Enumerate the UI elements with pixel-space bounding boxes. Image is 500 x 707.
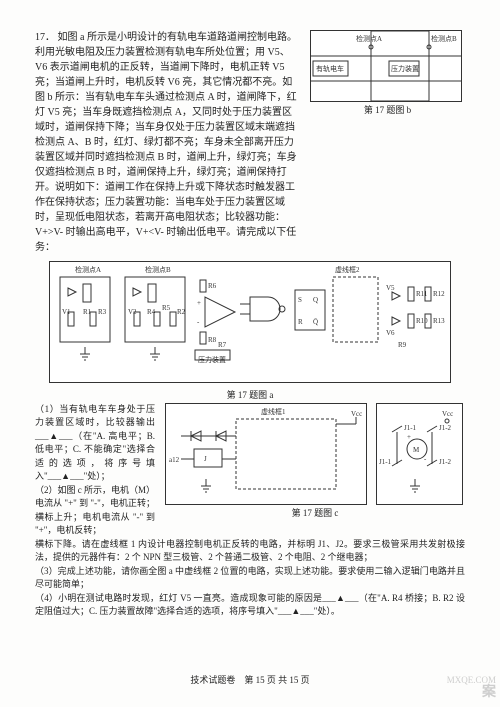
- sub-questions: （1）当有轨电车车身处于压力装置区域时，比较器输出___▲___（在"A. 高电…: [35, 403, 465, 538]
- sub-4: （4）小明在测试电路时发现，红灯 V5 一直亮。造成现象可能的原因是___▲__…: [35, 592, 465, 619]
- svg-text:V6: V6: [386, 329, 395, 337]
- figure-c: 虚线框1 Vcc a12 J: [165, 403, 367, 505]
- svg-text:S: S: [298, 296, 302, 304]
- svg-text:R12: R12: [433, 290, 445, 298]
- svg-text:J1-1: J1-1: [404, 424, 417, 432]
- svg-text:J1-2: J1-2: [439, 424, 452, 432]
- q-number: 17．: [35, 30, 55, 45]
- figure-c-wrap: 虚线框1 Vcc a12 J: [165, 403, 465, 538]
- svg-text:检测点B: 检测点B: [431, 34, 457, 43]
- figa-caption: 第 17 题图 a: [35, 389, 465, 403]
- svg-text:R11: R11: [416, 290, 428, 298]
- svg-text:Vcc: Vcc: [351, 410, 362, 418]
- svg-text:Q̄: Q̄: [313, 318, 318, 326]
- svg-text:R: R: [298, 318, 303, 326]
- page-footer: 技术试题卷 第 15 页 共 15 页: [0, 674, 500, 688]
- svg-text:R13: R13: [433, 317, 445, 325]
- svg-text:-: -: [197, 318, 200, 326]
- figure-b-wrap: 有轨电车 压力装置 检测点A 检测点B 第 17 题图 b: [310, 30, 465, 255]
- svg-text:J: J: [204, 455, 207, 463]
- svg-text:Vcc: Vcc: [442, 410, 453, 418]
- svg-text:V5: V5: [386, 284, 395, 292]
- svg-text:+: +: [407, 433, 411, 441]
- svg-text:检测点A: 检测点A: [356, 34, 382, 43]
- svg-text:R9: R9: [398, 341, 407, 349]
- svg-text:M: M: [413, 446, 420, 454]
- sub-1: （1）当有轨电车车身处于压力装置区域时，比较器输出___▲___（在"A. 高电…: [35, 403, 155, 484]
- svg-text:J1-2: J1-2: [439, 458, 452, 466]
- sub-2b: 横标下降。请在虚线框 1 内设计电器控制电机正反转的电路，并标明 J1、J2。要…: [35, 538, 465, 565]
- svg-text:压力装置: 压力装置: [391, 64, 419, 73]
- corner-mark: 案: [482, 682, 496, 703]
- svg-text:虚线框1: 虚线框1: [261, 407, 286, 416]
- svg-text:检测点A: 检测点A: [75, 265, 101, 274]
- sub-2: （2）如图 c 所示，电机（M）电流从 "+" 到 "-"，电机正转；横标上升；…: [35, 484, 155, 538]
- svg-text:R7: R7: [218, 341, 227, 349]
- figure-d: Vcc J1-1 J1-2 J1-1 J1-2 M + -: [376, 403, 463, 505]
- q-text: 如图 a 所示是小明设计的有轨电车道路道闸控制电路。利用光敏电阻及压力装置检测有…: [35, 32, 297, 253]
- svg-text:R5: R5: [162, 304, 171, 312]
- svg-text:有轨电车: 有轨电车: [316, 64, 344, 73]
- svg-text:Q: Q: [313, 296, 318, 304]
- figure-b: 有轨电车 压力装置 检测点A 检测点B: [310, 30, 462, 102]
- svg-text:R2: R2: [177, 308, 186, 316]
- q17-header: 17． 如图 a 所示是小明设计的有轨电车道路道闸控制电路。利用光敏电阻及压力装…: [35, 30, 465, 255]
- svg-text:检测点B: 检测点B: [145, 265, 171, 274]
- figb-caption: 第 17 题图 b: [310, 104, 465, 118]
- figure-a: 检测点A 检测点B 虚线框2 V1 R1 R3 V2 R4 R5 R2 + - …: [49, 261, 451, 383]
- figc-caption: 第 17 题图 c: [165, 507, 465, 521]
- svg-text:R3: R3: [98, 308, 107, 316]
- svg-text:R8: R8: [208, 336, 217, 344]
- sub-3: （3）完成上述功能，请你画全图 a 中虚线框 2 位置的电路，实现上述功能。要求…: [35, 565, 465, 592]
- svg-text:a12: a12: [169, 456, 180, 464]
- svg-text:虚线框2: 虚线框2: [335, 265, 360, 274]
- svg-text:R10: R10: [416, 317, 428, 325]
- svg-text:+: +: [197, 299, 201, 307]
- svg-text:J1-1: J1-1: [379, 458, 392, 466]
- svg-text:R6: R6: [208, 282, 217, 290]
- svg-text:-: -: [424, 455, 427, 463]
